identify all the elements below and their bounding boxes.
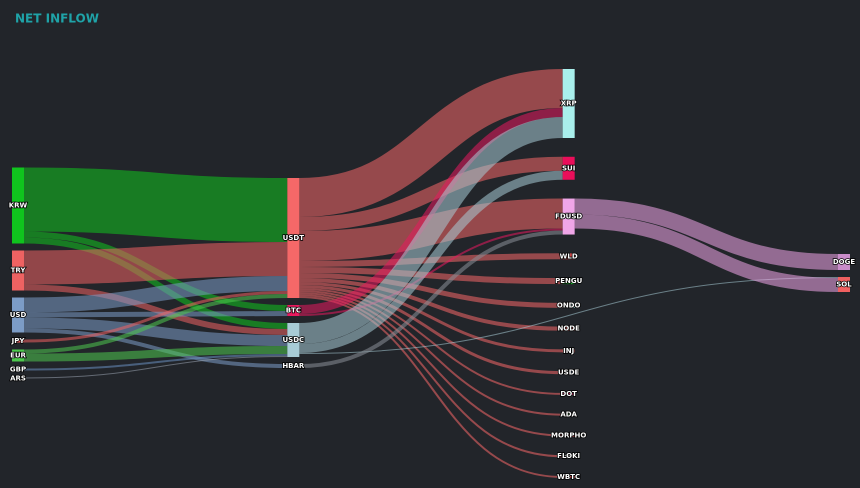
flow-link xyxy=(299,288,563,395)
node-label: HBAR xyxy=(282,362,305,370)
node-label: BTC xyxy=(286,307,301,315)
node-label: USDT xyxy=(283,234,305,242)
node-label: SUI xyxy=(562,164,575,172)
node xyxy=(838,277,850,292)
flow-link xyxy=(298,117,564,344)
flow-link xyxy=(23,284,288,335)
node xyxy=(12,297,24,333)
node xyxy=(12,167,24,244)
flow-link xyxy=(299,267,563,285)
node-label: USDE xyxy=(558,369,580,377)
node-label: PENGU xyxy=(555,277,583,285)
node xyxy=(287,305,300,316)
node xyxy=(562,302,575,308)
flow-link xyxy=(23,354,288,371)
flow-link xyxy=(574,214,839,292)
node-label: MORPHO xyxy=(551,431,586,439)
node xyxy=(562,156,575,180)
node-label: GBP xyxy=(10,366,26,374)
node-label: NODE xyxy=(557,325,580,333)
node xyxy=(838,254,850,270)
node-label: ARS xyxy=(10,375,26,383)
node-label: SOL xyxy=(836,281,852,289)
node-label: FLOKI xyxy=(557,452,580,460)
node-label: DOT xyxy=(560,390,577,398)
flow-link xyxy=(23,356,288,379)
node-label: FDUSD xyxy=(555,213,582,221)
node-label: INJ xyxy=(563,347,574,355)
node xyxy=(287,178,300,298)
node xyxy=(12,349,24,362)
flow-link xyxy=(299,282,563,353)
flow-link xyxy=(23,291,288,343)
node xyxy=(562,253,575,260)
flow-link xyxy=(23,294,288,354)
flow-link xyxy=(23,328,288,368)
node xyxy=(12,250,24,291)
node xyxy=(562,455,575,458)
flow-link xyxy=(23,237,288,329)
flow-link xyxy=(23,276,288,313)
flow-link xyxy=(299,278,563,331)
node xyxy=(562,278,575,285)
node xyxy=(562,326,575,331)
node-label: ADA xyxy=(560,411,577,419)
node xyxy=(12,339,24,343)
node xyxy=(562,392,575,395)
flow-link xyxy=(299,228,563,316)
node xyxy=(12,377,24,380)
node-label: USDC xyxy=(282,336,304,344)
flow-link xyxy=(23,317,288,346)
node xyxy=(562,198,575,235)
node xyxy=(12,368,24,371)
flow-link xyxy=(299,170,563,353)
node-label: DOGE xyxy=(833,258,856,266)
node-label: JPY xyxy=(11,337,26,345)
flow-link xyxy=(299,273,563,308)
node xyxy=(562,476,575,478)
chart-title: NET INFLOW xyxy=(15,12,99,26)
node xyxy=(287,364,300,368)
flow-link xyxy=(298,69,564,217)
node-label: XRP xyxy=(561,100,577,108)
flow-link xyxy=(23,242,288,285)
node-label: WLD xyxy=(560,252,578,260)
node xyxy=(562,371,575,375)
flow-link xyxy=(299,156,563,231)
node xyxy=(562,413,575,416)
node-label: EUR xyxy=(10,352,26,360)
flow-link xyxy=(299,285,563,375)
flow-link xyxy=(574,198,839,270)
flow-link xyxy=(299,230,563,368)
node-label: KRW xyxy=(9,202,28,210)
node-label: TRY xyxy=(11,267,27,275)
links xyxy=(23,69,839,478)
node xyxy=(287,323,300,357)
node-label: ONDO xyxy=(557,301,581,309)
node-label: WBTC xyxy=(557,473,580,481)
flow-link xyxy=(23,346,288,362)
flow-link xyxy=(299,277,839,354)
flow-link xyxy=(23,311,288,318)
node xyxy=(562,69,575,138)
node xyxy=(562,434,575,437)
node-label: USD xyxy=(10,311,27,319)
flow-link xyxy=(23,167,288,242)
node xyxy=(562,349,575,353)
flow-link xyxy=(299,108,563,314)
flow-link xyxy=(299,296,563,478)
